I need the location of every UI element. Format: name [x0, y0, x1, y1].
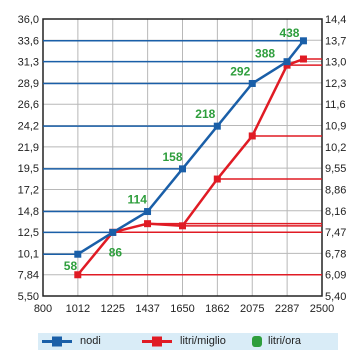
x-tick-label: 800: [34, 303, 52, 315]
litri-miglio-point: [299, 55, 307, 63]
litri-miglio-point: [213, 175, 221, 183]
left-tick-label: 10,1: [18, 248, 39, 260]
legend: nodi litri/miglio litri/ora: [38, 333, 338, 350]
nodi-point-label: 218: [195, 107, 215, 121]
left-tick-label: 5,50: [18, 291, 39, 303]
x-tick-label: 2287: [275, 303, 299, 315]
series-lines: [76, 40, 305, 276]
left-tick-label: 28,9: [18, 78, 39, 90]
right-tick-label: 11,6: [325, 99, 346, 111]
nodi-point-label: 388: [255, 47, 275, 61]
chart: 36,0 33,6 31,3 28,9 26,6 24,2 21,9 19,5 17,2 14,8…: [18, 14, 347, 315]
right-tick-label: 5,40: [325, 291, 346, 303]
point-labels: 58 86 114 158 218 292 388 438: [64, 26, 300, 273]
nodi-point: [144, 208, 152, 216]
x-axis-ticks: 800 1012 1225 1437 1650 1862 2075 2287 2500: [34, 303, 334, 315]
right-tick-label: 6,78: [325, 248, 346, 260]
left-tick-label: 36,0: [18, 14, 39, 26]
left-axis-ticks: 36,0 33,6 31,3 28,9 26,6 24,2 21,9 19,5 17,2 14,8…: [18, 14, 39, 303]
nodi-point: [74, 250, 82, 258]
nodi-point: [299, 37, 307, 45]
litri-miglio-point: [74, 271, 82, 279]
litri-miglio-point: [144, 220, 152, 228]
right-tick-label: 8,86: [325, 184, 346, 196]
x-tick-label: 1437: [135, 303, 159, 315]
right-tick-label: 13,7: [325, 35, 346, 47]
left-tick-label: 7,84: [18, 270, 39, 282]
left-tick-label: 24,2: [18, 121, 39, 133]
litri-miglio-line: [76, 57, 304, 276]
left-tick-label: 31,3: [18, 57, 39, 69]
x-tick-label: 1225: [101, 303, 125, 315]
right-tick-label: 10,2: [325, 142, 346, 154]
right-tick-label: 13,0: [325, 57, 346, 69]
x-tick-label: 1862: [205, 303, 229, 315]
x-tick-label: 2075: [240, 303, 264, 315]
nodi-point-label: 292: [230, 64, 250, 78]
nodi-point: [213, 122, 221, 130]
litri-miglio-point: [248, 132, 256, 140]
x-tick-label: 1012: [66, 303, 90, 315]
nodi-point-label: 86: [109, 245, 123, 259]
left-tick-label: 21,9: [18, 142, 39, 154]
legend-label-nodi: nodi: [80, 335, 101, 347]
left-tick-label: 12,5: [18, 227, 39, 239]
x-tick-label: 2500: [310, 303, 334, 315]
nodi-point: [179, 165, 186, 173]
plot-frame: [42, 18, 323, 297]
nodi-point: [109, 228, 117, 236]
right-axis-ticks: 14,4 13,7 13,0 12,3 11,6 10,9 10,2 9,55 8,86 8,16…: [325, 14, 346, 303]
right-tick-label: 8,16: [325, 206, 346, 218]
nodi-point-label: 114: [128, 193, 148, 207]
nodi-point: [283, 58, 291, 66]
litri-miglio-legend-icon: [142, 336, 172, 347]
right-tick-label: 9,55: [325, 163, 346, 175]
left-tick-label: 17,2: [18, 184, 39, 196]
nodi-point: [248, 79, 256, 87]
right-tick-label: 6,09: [325, 270, 346, 282]
litri-miglio-guides: [77, 58, 322, 276]
legend-label-litri-miglio: litri/miglio: [180, 335, 226, 347]
right-tick-label: 12,3: [325, 78, 346, 90]
legend-label-litri-ora: litri/ora: [268, 335, 302, 347]
left-tick-label: 33,6: [18, 35, 39, 47]
left-tick-label: 14,8: [18, 206, 39, 218]
right-tick-label: 7,47: [325, 227, 346, 239]
nodi-point-label: 438: [279, 26, 299, 40]
right-tick-label: 14,4: [325, 14, 346, 26]
right-tick-label: 10,9: [325, 121, 346, 133]
nodi-guides: [43, 40, 304, 255]
nodi-legend-icon: [42, 336, 72, 347]
x-tick-label: 1650: [170, 303, 194, 315]
series-markers: [74, 37, 307, 279]
nodi-point-label: 158: [163, 150, 183, 164]
litri-ora-legend-icon: [252, 336, 262, 347]
nodi-point-label: 58: [64, 259, 78, 273]
nodi-line: [77, 40, 305, 256]
litri-miglio-point: [179, 222, 186, 230]
left-tick-label: 26,6: [18, 99, 39, 111]
left-tick-label: 19,5: [18, 163, 39, 175]
